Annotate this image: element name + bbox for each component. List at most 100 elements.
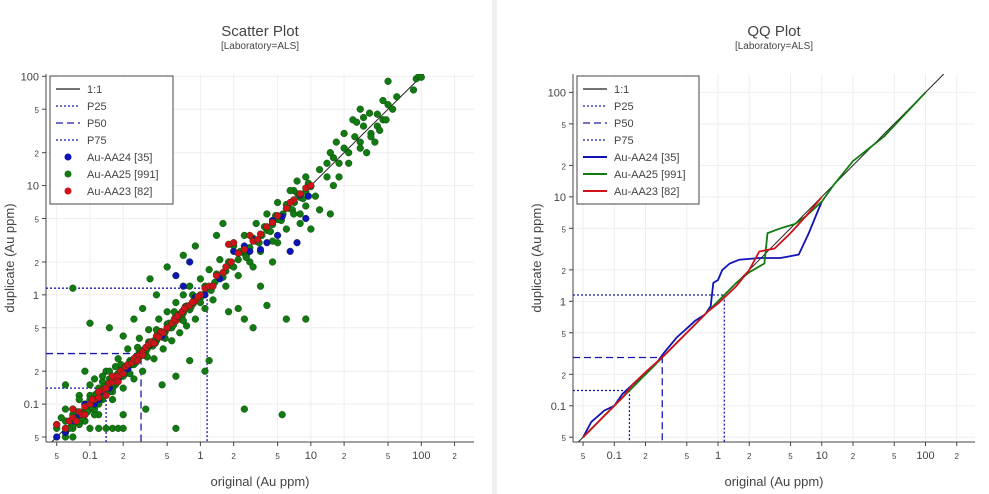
x-tick-label: 100 — [916, 450, 934, 462]
x-tick-label: 2 — [955, 452, 960, 461]
data-point-au-aa24 — [274, 231, 282, 239]
y-tick-label: 0.1 — [551, 401, 566, 413]
data-point-au-aa25 — [119, 411, 127, 419]
data-point-au-aa25 — [356, 105, 364, 113]
data-point-au-aa25 — [119, 332, 127, 340]
data-point-au-aa23 — [53, 420, 61, 429]
data-point-au-aa25 — [249, 324, 257, 332]
plot-area — [46, 74, 425, 442]
x-tick-label: 2 — [452, 452, 457, 461]
data-point-au-aa25 — [307, 225, 315, 233]
data-point-au-aa25 — [373, 110, 381, 118]
data-point-au-aa25 — [219, 219, 227, 228]
x-tick-label: 0.1 — [82, 450, 97, 462]
x-tick-label: 5 — [685, 452, 690, 461]
x-tick-label: 5 — [54, 452, 59, 461]
y-tick-label: 5 — [35, 106, 40, 115]
data-point-au-aa23 — [246, 231, 254, 239]
data-point-au-aa24 — [263, 239, 271, 247]
data-point-au-aa25 — [172, 372, 180, 380]
legend-marker — [64, 187, 72, 195]
x-tick-label: 0.1 — [607, 450, 622, 462]
data-point-au-aa24 — [179, 282, 187, 290]
data-point-au-aa25 — [158, 381, 166, 389]
legend-label: 1:1 — [87, 84, 102, 96]
data-point-au-aa25 — [209, 296, 217, 304]
data-point-au-aa25 — [393, 93, 401, 101]
legend-label: Au-AA25 [991] — [87, 169, 159, 181]
data-point-au-aa25 — [335, 159, 343, 167]
data-point-au-aa25 — [163, 308, 171, 316]
data-point-au-aa25 — [172, 424, 180, 432]
y-tick-label: 5 — [35, 434, 40, 443]
data-point-au-aa24 — [304, 192, 312, 200]
data-point-au-aa25 — [329, 181, 337, 190]
y-axis-label: duplicate (Au ppm) — [2, 203, 17, 312]
data-point-au-aa24 — [53, 433, 61, 441]
data-point-au-aa25 — [205, 266, 213, 274]
x-tick-label: 2 — [851, 452, 856, 461]
x-tick-label: 10 — [305, 450, 317, 462]
x-tick-label: 5 — [892, 452, 897, 461]
data-point-au-aa25 — [274, 239, 282, 247]
y-tick-label: 5 — [35, 325, 40, 334]
y-tick-label: 2 — [562, 371, 567, 380]
legend: 1:1 P25 P50 P75 Au-AA24 [35] Au-AA25 [991] Au-… — [576, 75, 700, 205]
data-point-au-aa25 — [417, 74, 425, 81]
data-point-au-aa25 — [359, 122, 368, 130]
data-point-au-aa25 — [98, 372, 107, 380]
data-point-au-aa25 — [302, 202, 310, 210]
y-axis-label: duplicate (Au ppm) — [529, 203, 544, 312]
data-point-au-aa25 — [268, 258, 277, 266]
x-tick-label: 5 — [581, 452, 586, 461]
data-point-au-aa25 — [409, 86, 418, 94]
data-point-au-aa25 — [191, 315, 199, 323]
data-point-au-aa25 — [152, 291, 161, 299]
legend-label: Au-AA25 [991] — [614, 169, 686, 181]
data-point-au-aa25 — [367, 133, 375, 141]
y-tick-label: 2 — [562, 267, 567, 276]
data-point-au-aa23 — [227, 258, 235, 266]
y-tick-label: 5 — [562, 225, 567, 234]
data-point-au-aa25 — [351, 133, 359, 141]
data-point-au-aa25 — [234, 304, 242, 313]
data-point-au-aa25 — [384, 101, 392, 109]
data-point-au-aa23 — [286, 198, 294, 207]
data-point-au-aa23 — [150, 339, 158, 347]
data-point-au-aa23 — [219, 268, 227, 277]
data-point-au-aa25 — [155, 315, 163, 323]
data-point-au-aa25 — [234, 256, 242, 264]
data-point-au-aa24 — [256, 245, 265, 254]
data-point-au-aa25 — [340, 129, 348, 138]
x-tick-label: 5 — [275, 452, 280, 461]
legend-label: P25 — [87, 101, 107, 113]
data-point-au-aa25 — [315, 206, 324, 214]
chart-title: QQ Plot — [747, 23, 801, 40]
data-point-au-aa25 — [282, 225, 290, 233]
x-tick-label: 10 — [816, 450, 828, 462]
data-point-au-aa25 — [135, 334, 143, 342]
data-point-au-aa23 — [307, 181, 315, 190]
data-point-au-aa23 — [95, 388, 103, 396]
data-point-au-aa25 — [256, 282, 265, 290]
data-point-au-aa25 — [379, 96, 387, 105]
data-point-au-aa25 — [240, 405, 248, 413]
data-point-au-aa25 — [242, 253, 250, 262]
data-point-au-aa23 — [88, 395, 96, 404]
legend-item: P50 — [583, 118, 634, 130]
legend-box — [576, 75, 700, 205]
legend-item: Au-AA24 [35] — [64, 152, 152, 164]
data-point-au-aa25 — [172, 298, 180, 307]
data-point-au-aa25 — [139, 367, 147, 375]
legend-label: Au-AA23 [82] — [87, 186, 152, 198]
data-point-au-aa23 — [282, 204, 290, 212]
data-point-au-aa25 — [191, 242, 199, 250]
data-point-au-aa24 — [293, 239, 301, 247]
data-point-au-aa25 — [186, 282, 194, 290]
legend-marker — [64, 170, 72, 178]
data-point-au-aa25 — [163, 263, 171, 271]
legend: 1:1 P25 P50 P75 Au-AA24 [35] Au-AA25 [991] Au-… — [49, 75, 174, 205]
data-point-au-aa25 — [168, 337, 176, 345]
data-point-au-aa25 — [359, 113, 368, 122]
data-point-au-aa25 — [302, 173, 310, 181]
